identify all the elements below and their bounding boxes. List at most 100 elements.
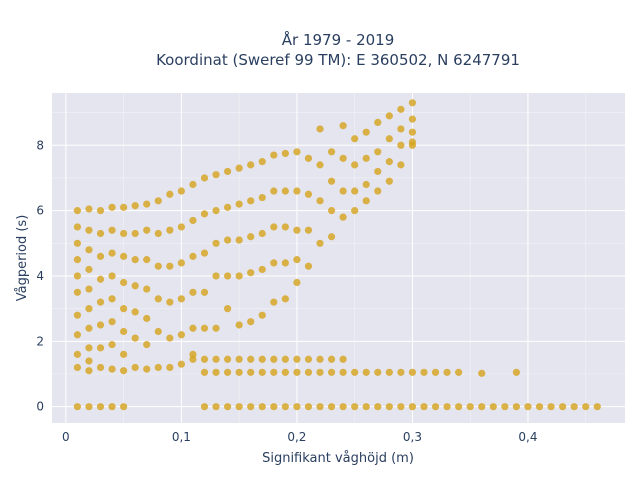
- data-point: [270, 187, 278, 195]
- data-point: [408, 99, 417, 107]
- data-point: [212, 368, 220, 376]
- data-point: [258, 158, 266, 166]
- data-point: [293, 187, 301, 195]
- data-point: [374, 118, 382, 127]
- data-point: [143, 226, 151, 234]
- data-point: [200, 288, 209, 296]
- data-point: [223, 167, 232, 176]
- data-point: [85, 305, 93, 313]
- data-point: [327, 207, 336, 215]
- data-point: [212, 239, 220, 247]
- y-tick-label: 0: [36, 400, 44, 414]
- data-point: [397, 141, 405, 149]
- data-point: [593, 403, 601, 411]
- data-point: [85, 265, 93, 274]
- data-point: [108, 249, 116, 257]
- data-point: [154, 262, 162, 270]
- data-point: [108, 295, 116, 303]
- data-point: [374, 148, 382, 156]
- data-point: [339, 213, 347, 221]
- data-point: [96, 298, 105, 306]
- data-point: [281, 403, 289, 411]
- data-point: [120, 305, 128, 313]
- data-point: [223, 272, 232, 280]
- data-point: [131, 308, 139, 316]
- data-point: [143, 285, 151, 293]
- data-point: [443, 368, 451, 376]
- data-point: [443, 403, 451, 411]
- data-point: [351, 403, 359, 411]
- data-point: [177, 259, 185, 267]
- data-point: [351, 135, 359, 143]
- data-point: [478, 403, 486, 411]
- data-point: [362, 197, 370, 205]
- data-point: [247, 403, 255, 411]
- data-point: [351, 161, 359, 169]
- data-point: [512, 368, 521, 376]
- data-point: [73, 350, 82, 358]
- data-point: [327, 403, 336, 411]
- data-point: [304, 262, 313, 270]
- data-point: [120, 278, 128, 287]
- data-point: [131, 256, 139, 264]
- data-point: [154, 229, 162, 238]
- x-tick-label: 0,2: [287, 430, 306, 444]
- data-point: [281, 259, 289, 267]
- data-point: [258, 368, 266, 376]
- data-point: [108, 226, 116, 234]
- data-point: [73, 239, 82, 247]
- data-point: [293, 403, 301, 411]
- data-point: [120, 367, 128, 375]
- data-point: [258, 193, 266, 202]
- data-point: [258, 265, 266, 274]
- data-point: [85, 367, 93, 375]
- data-point: [189, 252, 197, 260]
- data-point: [235, 321, 243, 329]
- data-point: [108, 272, 116, 280]
- data-point: [223, 403, 232, 411]
- data-point: [547, 403, 555, 411]
- data-point: [73, 223, 82, 231]
- data-point: [316, 197, 324, 205]
- data-point: [73, 331, 82, 339]
- data-point: [85, 226, 93, 234]
- data-point: [408, 128, 417, 136]
- data-point: [154, 197, 162, 205]
- data-point: [235, 272, 243, 280]
- data-point: [131, 282, 139, 290]
- data-point: [489, 403, 497, 411]
- data-point: [304, 403, 313, 411]
- data-point: [304, 355, 313, 363]
- data-point: [397, 161, 405, 169]
- data-point: [304, 368, 313, 376]
- data-point: [270, 259, 278, 267]
- x-tick-label: 0,1: [172, 430, 191, 444]
- data-point: [258, 355, 266, 363]
- data-point: [223, 236, 232, 244]
- data-point: [235, 355, 243, 363]
- data-point: [189, 180, 197, 189]
- data-point: [235, 236, 243, 244]
- data-point: [501, 403, 509, 411]
- data-point: [223, 355, 232, 363]
- data-point: [143, 365, 151, 373]
- data-point: [247, 161, 255, 169]
- data-point: [235, 164, 243, 172]
- data-point: [512, 403, 521, 411]
- data-point: [143, 340, 151, 349]
- data-point: [85, 246, 93, 254]
- x-tick-label: 0: [62, 430, 70, 444]
- data-point: [351, 187, 359, 195]
- data-point: [339, 154, 347, 162]
- data-point: [120, 229, 128, 238]
- data-point: [466, 403, 474, 411]
- data-point: [420, 368, 428, 376]
- data-point: [385, 403, 393, 411]
- data-point: [316, 161, 324, 169]
- data-point: [293, 256, 301, 264]
- data-point: [293, 148, 301, 156]
- data-point: [108, 340, 116, 349]
- data-point: [327, 177, 336, 185]
- data-point: [478, 369, 486, 377]
- data-point: [154, 295, 162, 303]
